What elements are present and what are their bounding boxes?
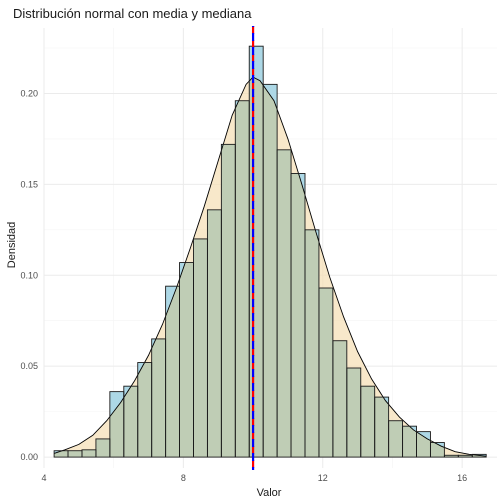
y-axis-label: Densidad <box>6 222 18 268</box>
bar-outlines <box>53 45 487 458</box>
overlap-region <box>374 397 389 458</box>
overlap-region <box>207 209 222 458</box>
overlap-region <box>360 386 375 458</box>
overlap-region <box>81 449 96 458</box>
y-tick-label: 0.00 <box>20 452 38 462</box>
overlap-region <box>235 100 250 458</box>
overlap-region <box>402 426 417 458</box>
x-tick-label: 12 <box>318 473 328 483</box>
overlap-region <box>332 340 347 458</box>
overlap-region <box>249 77 264 458</box>
histogram-bar-outline <box>471 453 487 458</box>
histogram-bar-outline <box>429 442 445 458</box>
overlap-region <box>151 338 166 458</box>
x-axis-label: Valor <box>257 487 282 499</box>
overlap-region <box>193 238 208 458</box>
overlap-region <box>416 431 431 458</box>
overlap-region <box>388 420 403 458</box>
chart-title: Distribución normal con media y mediana <box>13 6 252 21</box>
overlap-region <box>346 368 361 458</box>
y-tick-label: 0.10 <box>20 270 38 280</box>
x-tick-label: 4 <box>41 473 46 483</box>
overlap-region <box>95 438 110 458</box>
overlap-region <box>291 173 305 458</box>
overlap-region <box>68 450 82 458</box>
overlap-region <box>263 85 278 458</box>
overlap-region <box>179 262 194 458</box>
overlap-region <box>221 144 236 458</box>
overlap-region <box>137 362 152 458</box>
overlap-region <box>165 286 180 458</box>
y-tick-label: 0.15 <box>20 179 38 189</box>
overlap-bars <box>54 77 487 458</box>
x-tick-label: 16 <box>457 473 467 483</box>
overlap-region <box>277 149 292 458</box>
overlap-region <box>458 455 473 458</box>
y-axis-ticks: 0.00 0.05 0.10 0.15 0.20 <box>20 88 38 462</box>
y-tick-label: 0.05 <box>20 361 38 371</box>
x-tick-label: 8 <box>181 473 186 483</box>
overlap-region <box>318 288 333 458</box>
overlap-region <box>304 229 319 458</box>
y-tick-label: 0.20 <box>20 88 38 98</box>
density-line <box>53 76 487 457</box>
overlap-region <box>123 386 138 458</box>
overlap-region <box>444 455 459 458</box>
x-axis-ticks: 4 8 12 16 <box>41 473 467 483</box>
